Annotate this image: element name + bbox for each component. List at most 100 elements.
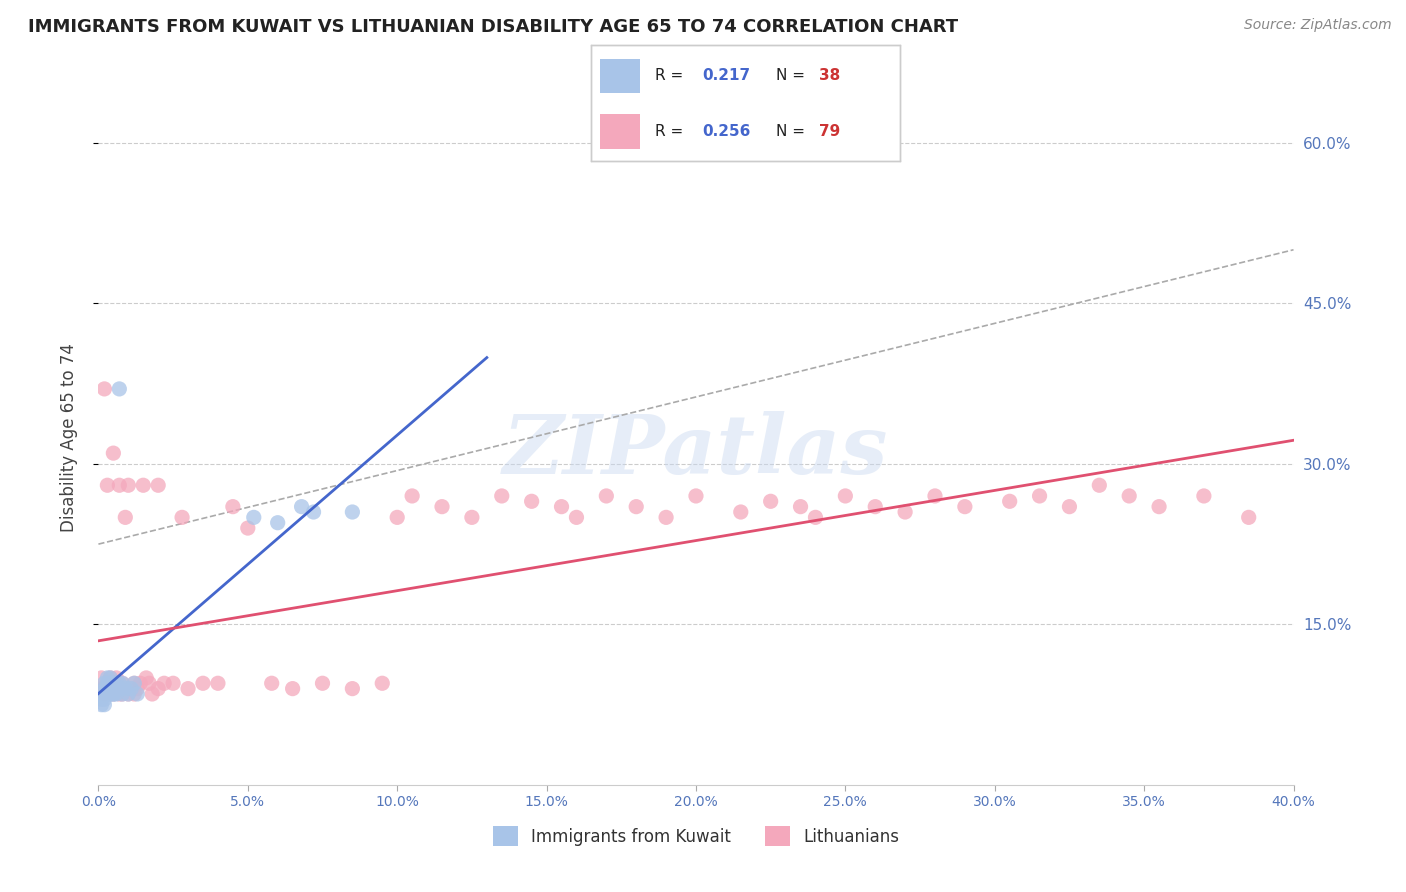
Point	[93, 687, 115, 701]
Point	[461, 510, 484, 524]
Text: N =: N =	[776, 69, 810, 84]
Legend: Immigrants from Kuwait, Lithuanians: Immigrants from Kuwait, Lithuanians	[486, 820, 905, 853]
Point	[111, 676, 134, 690]
Point	[93, 382, 115, 396]
Point	[103, 687, 125, 701]
Point	[685, 489, 707, 503]
Point	[117, 687, 139, 701]
Point	[120, 681, 142, 696]
Point	[311, 676, 333, 690]
Point	[98, 671, 122, 685]
Point	[162, 676, 184, 690]
Point	[655, 510, 678, 524]
Point	[207, 676, 229, 690]
Point	[789, 500, 811, 514]
Point	[153, 676, 176, 690]
Point	[103, 446, 125, 460]
Point	[90, 692, 112, 706]
Point	[111, 687, 134, 701]
Point	[105, 676, 128, 690]
Point	[111, 687, 134, 701]
Point	[243, 510, 266, 524]
FancyBboxPatch shape	[600, 59, 640, 94]
Point	[260, 676, 283, 690]
Point	[105, 671, 128, 685]
Point	[98, 687, 122, 701]
Point	[114, 681, 136, 696]
Text: 38: 38	[820, 69, 841, 84]
Point	[90, 687, 112, 701]
Point	[141, 687, 163, 701]
Point	[103, 676, 125, 690]
Point	[1088, 478, 1111, 492]
Point	[105, 681, 128, 696]
Point	[135, 671, 157, 685]
Point	[96, 478, 118, 492]
Point	[90, 698, 112, 712]
Point	[491, 489, 513, 503]
Point	[98, 681, 122, 696]
Point	[953, 500, 976, 514]
Point	[105, 681, 128, 696]
Text: R =: R =	[655, 124, 689, 139]
Point	[124, 676, 146, 690]
Point	[93, 681, 115, 696]
Point	[103, 687, 125, 701]
Point	[730, 505, 752, 519]
Point	[96, 676, 118, 690]
Point	[191, 676, 214, 690]
Point	[105, 681, 128, 696]
Point	[834, 489, 856, 503]
Point	[108, 676, 131, 690]
Text: 79: 79	[820, 124, 841, 139]
Point	[117, 687, 139, 701]
Y-axis label: Disability Age 65 to 74: Disability Age 65 to 74	[59, 343, 77, 532]
Text: 0.256: 0.256	[702, 124, 751, 139]
Point	[90, 671, 112, 685]
Point	[291, 500, 314, 514]
Point	[1237, 510, 1260, 524]
Point	[127, 687, 149, 701]
Point	[98, 676, 122, 690]
Point	[342, 505, 364, 519]
Point	[138, 676, 160, 690]
Point	[96, 681, 118, 696]
Point	[98, 671, 122, 685]
Point	[105, 676, 128, 690]
Point	[520, 494, 543, 508]
Point	[114, 510, 136, 524]
Point	[108, 687, 131, 701]
Point	[371, 676, 394, 690]
Point	[1118, 489, 1140, 503]
Point	[148, 681, 170, 696]
Text: N =: N =	[776, 124, 810, 139]
Point	[96, 676, 118, 690]
Point	[108, 478, 131, 492]
Point	[132, 478, 155, 492]
Point	[626, 500, 648, 514]
Point	[281, 681, 304, 696]
Point	[148, 478, 170, 492]
Point	[93, 681, 115, 696]
Point	[302, 505, 325, 519]
Text: 0.217: 0.217	[702, 69, 749, 84]
Point	[430, 500, 453, 514]
Point	[124, 676, 146, 690]
Point	[401, 489, 423, 503]
Point	[924, 489, 946, 503]
Point	[1028, 489, 1050, 503]
Point	[96, 687, 118, 701]
Point	[595, 489, 617, 503]
Point	[236, 521, 259, 535]
Point	[129, 676, 152, 690]
Point	[96, 671, 118, 685]
Point	[172, 510, 194, 524]
Point	[117, 478, 139, 492]
Point	[759, 494, 782, 508]
Point	[103, 676, 125, 690]
Point	[108, 382, 131, 396]
Point	[1192, 489, 1215, 503]
Point	[111, 681, 134, 696]
Point	[342, 681, 364, 696]
Point	[1059, 500, 1081, 514]
